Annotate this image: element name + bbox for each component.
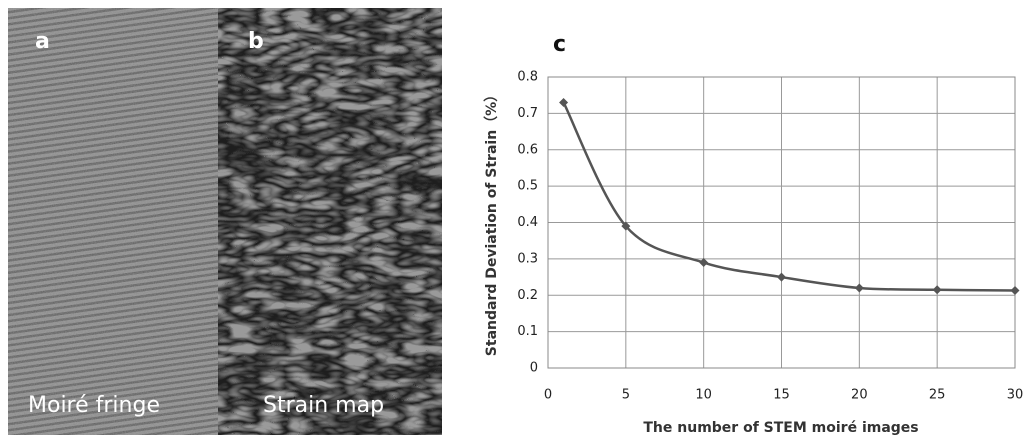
plot-border (547, 76, 1016, 369)
caption: Strain map (263, 393, 384, 418)
x-tick-label: 30 (1007, 388, 1024, 403)
image-noise (8, 8, 218, 435)
series-line (562, 101, 1016, 292)
y-tick-label: 0.7 (517, 106, 538, 121)
x-axis-title: The number of STEM moiré images (643, 420, 918, 436)
marker (777, 272, 786, 282)
panel-label: c (553, 32, 566, 57)
x-tick-label: 25 (929, 388, 946, 403)
y-tick-label: 0.6 (517, 142, 538, 157)
y-tick-label: 0.3 (517, 251, 538, 266)
caption: Moiré fringe (28, 393, 160, 418)
marker (854, 283, 864, 293)
marker (699, 258, 709, 268)
y-tick-label: 0.4 (517, 215, 538, 230)
x-tick-label: 0 (544, 388, 552, 403)
y-tick-label: 0 (530, 361, 538, 376)
panel-b: b Strain map (218, 8, 442, 435)
panel-a: a Moiré fringe (8, 8, 218, 435)
x-tick-label: 5 (622, 388, 630, 403)
y-tick-label: 0.2 (517, 288, 538, 303)
chart: c The number of STEM moiré images Standa… (484, 32, 1023, 436)
marker (559, 97, 569, 107)
y-tick-label: 0.8 (517, 70, 538, 85)
x-tick-label: 10 (695, 388, 712, 403)
image-texture (218, 8, 442, 435)
x-tick-label: 15 (773, 388, 790, 403)
panel-label: a (35, 29, 50, 54)
panel-label: b (248, 29, 264, 54)
y-tick-label: 0.5 (517, 179, 538, 194)
marker (1010, 286, 1020, 296)
y-axis-title: Standard Deviation of Strain（%） (484, 88, 500, 356)
x-tick-label: 20 (851, 388, 868, 403)
marker (932, 285, 942, 295)
marker (621, 221, 631, 231)
y-tick-label: 0.1 (517, 324, 538, 339)
